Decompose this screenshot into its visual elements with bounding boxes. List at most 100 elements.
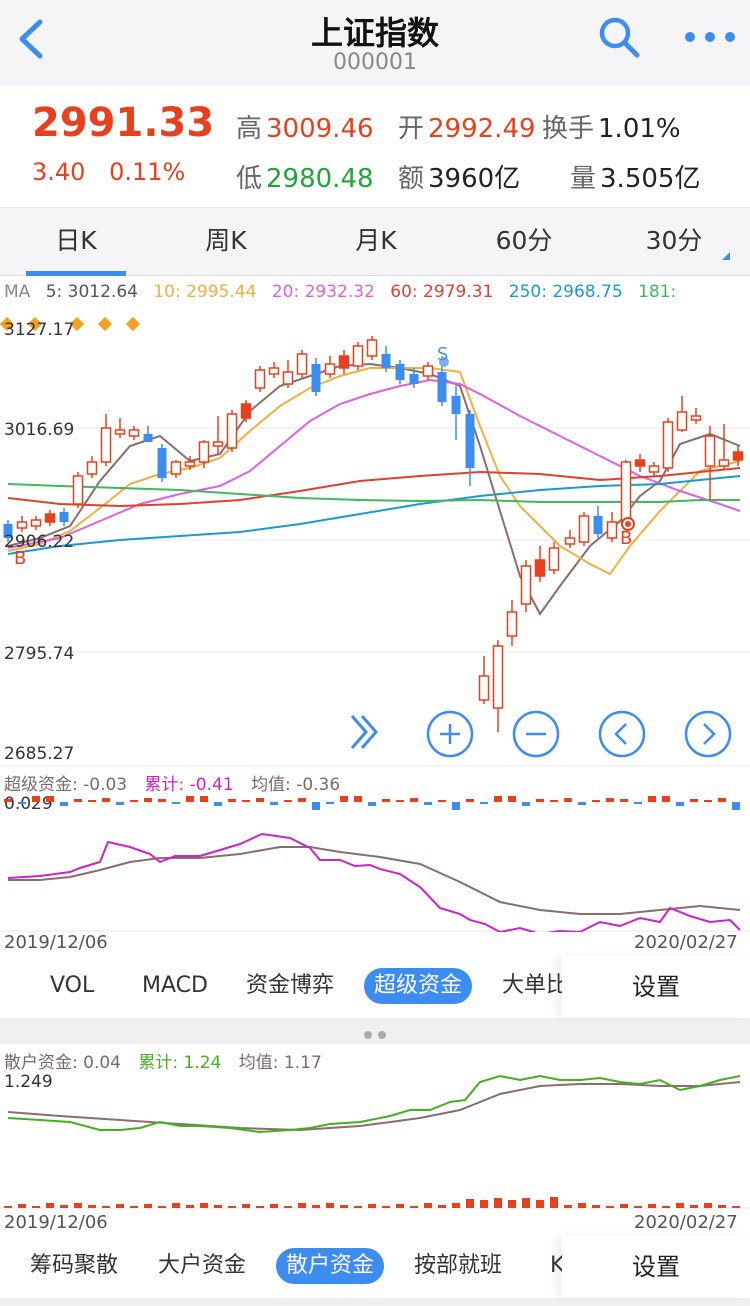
indicator-bar (74, 799, 82, 802)
candle (212, 416, 224, 454)
tab-macd[interactable]: MACD (142, 973, 208, 998)
indicator-bar (46, 796, 54, 802)
indicator-bar (592, 800, 600, 802)
indicator-bar (270, 1204, 278, 1208)
indicator-bar (326, 802, 334, 804)
kline-svg: B S B (0, 316, 750, 932)
more-icon[interactable] (682, 22, 738, 52)
tab-large-order[interactable]: 大单比 (502, 973, 569, 998)
indicator-bar (228, 1206, 236, 1208)
high-label: 高 (236, 114, 263, 144)
indicator-bar (452, 1203, 460, 1208)
settings-button-2[interactable]: 设置 (562, 1236, 750, 1298)
retail-fund-legend: 散户资金: 0.04 累计: 1.24 均值: 1.17 (4, 1048, 334, 1073)
candle (409, 368, 419, 388)
indicator-bar (368, 802, 376, 806)
change-percent: 0.11% (109, 158, 186, 186)
zoom-out-icon[interactable] (512, 710, 560, 758)
sell-dot (439, 357, 449, 367)
search-icon[interactable] (596, 14, 642, 60)
candle (16, 516, 28, 532)
indicator-bar (424, 1203, 432, 1208)
high-value: 3009.46 (266, 114, 374, 144)
candle (520, 560, 532, 612)
indicator-bar (298, 1203, 306, 1208)
candle (451, 386, 461, 440)
candle (352, 342, 364, 370)
drag-handle-icon[interactable] (360, 1030, 390, 1040)
super-fund-chart (4, 796, 741, 932)
indicator-bar (578, 802, 586, 805)
indicator-bar (102, 1206, 110, 1208)
indicator-bar (704, 800, 712, 802)
tab-weekly-k[interactable]: 周K (205, 226, 247, 255)
tab-30min[interactable]: 30分 (624, 208, 730, 276)
indicator-bar (410, 1206, 418, 1208)
tab-more-k[interactable]: K (550, 1253, 565, 1278)
retail-fund-date-start: 2019/12/06 (4, 1212, 108, 1233)
tab-step-by-step[interactable]: 按部就班 (414, 1253, 503, 1278)
indicator-bar (690, 799, 698, 802)
candle (465, 410, 475, 486)
retail-fund-avg-line (7, 1081, 741, 1132)
low-label: 低 (236, 164, 263, 194)
tab-retail-fund[interactable]: 散户资金 (276, 1248, 385, 1284)
price-change: 3.40 0.11% (32, 158, 201, 186)
indicator-tabs-1: VOL MACD 资金博弈 超级资金 大单比 设置 (0, 956, 750, 1018)
candle (170, 460, 182, 478)
indicator-bar (676, 802, 684, 806)
indicator-bar (186, 796, 194, 802)
candle (564, 530, 576, 548)
scroll-left-icon[interactable] (598, 710, 646, 758)
indicator-bar (396, 1204, 404, 1208)
indicator-bar (424, 802, 432, 805)
super-fund-bars (4, 796, 740, 810)
tab-super-fund[interactable]: 超级资金 (364, 968, 473, 1004)
indicator-bar (438, 1205, 446, 1208)
kline-chart-area[interactable]: MA 5: 3012.64 10: 2995.44 20: 2932.32 60… (0, 276, 750, 956)
indicator-bar (312, 1205, 320, 1208)
indicator-bar (466, 799, 474, 802)
tab-fund-game[interactable]: 资金博弈 (246, 973, 335, 998)
tab-chip-distribution[interactable]: 筹码聚散 (30, 1253, 119, 1278)
retail-fund-date-end: 2020/02/27 (634, 1212, 738, 1233)
indicator-bar (494, 1198, 502, 1208)
indicator-bar (732, 1206, 740, 1208)
amount-value: 3960亿 (428, 164, 521, 194)
tab-big-holder-fund[interactable]: 大户资金 (158, 1253, 247, 1278)
candle (478, 656, 490, 704)
candle (548, 542, 560, 574)
indicator-bar (242, 800, 250, 802)
period-tabs: 日K 周K 月K 60分 30分 (0, 208, 750, 276)
indicator-bar (620, 1204, 628, 1208)
back-arrow-icon[interactable] (12, 16, 52, 62)
quote-panel: 2991.33 3.40 0.11% 高 3009.46 开 2992.49 换手 1… (0, 86, 750, 208)
ma60-line (7, 467, 741, 508)
tab-daily-k[interactable]: 日K (26, 208, 126, 276)
indicator-bar (718, 798, 726, 802)
retail-fund-average: 均值: 1.17 (238, 1053, 322, 1073)
tab-30min-label: 30分 (645, 226, 703, 255)
indicator-bar (592, 1205, 600, 1208)
indicator-bar (452, 802, 460, 810)
settings-button-1[interactable]: 设置 (562, 956, 750, 1018)
indicator-bar (4, 1206, 12, 1208)
indicator-bar (46, 1203, 54, 1208)
tab-monthly-k[interactable]: 月K (355, 226, 397, 255)
tab-vol[interactable]: VOL (50, 973, 95, 998)
ma5-value: 5: 3012.64 (45, 282, 138, 302)
indicator-bar (494, 796, 502, 802)
zoom-in-icon[interactable] (426, 710, 474, 758)
candle (422, 362, 434, 380)
super-fund-cumulative-line (7, 832, 741, 932)
indicator-bar (368, 1204, 376, 1208)
indicator-bar (270, 802, 278, 805)
buy-marker: B (14, 548, 26, 569)
indicator-bar (648, 796, 656, 802)
low-value: 2980.48 (266, 164, 374, 194)
tab-60min[interactable]: 60分 (495, 226, 553, 255)
ma-label: MA (4, 282, 31, 302)
scroll-right-icon[interactable] (684, 710, 732, 758)
fast-forward-icon[interactable] (344, 710, 384, 754)
indicator-bar (396, 800, 404, 802)
